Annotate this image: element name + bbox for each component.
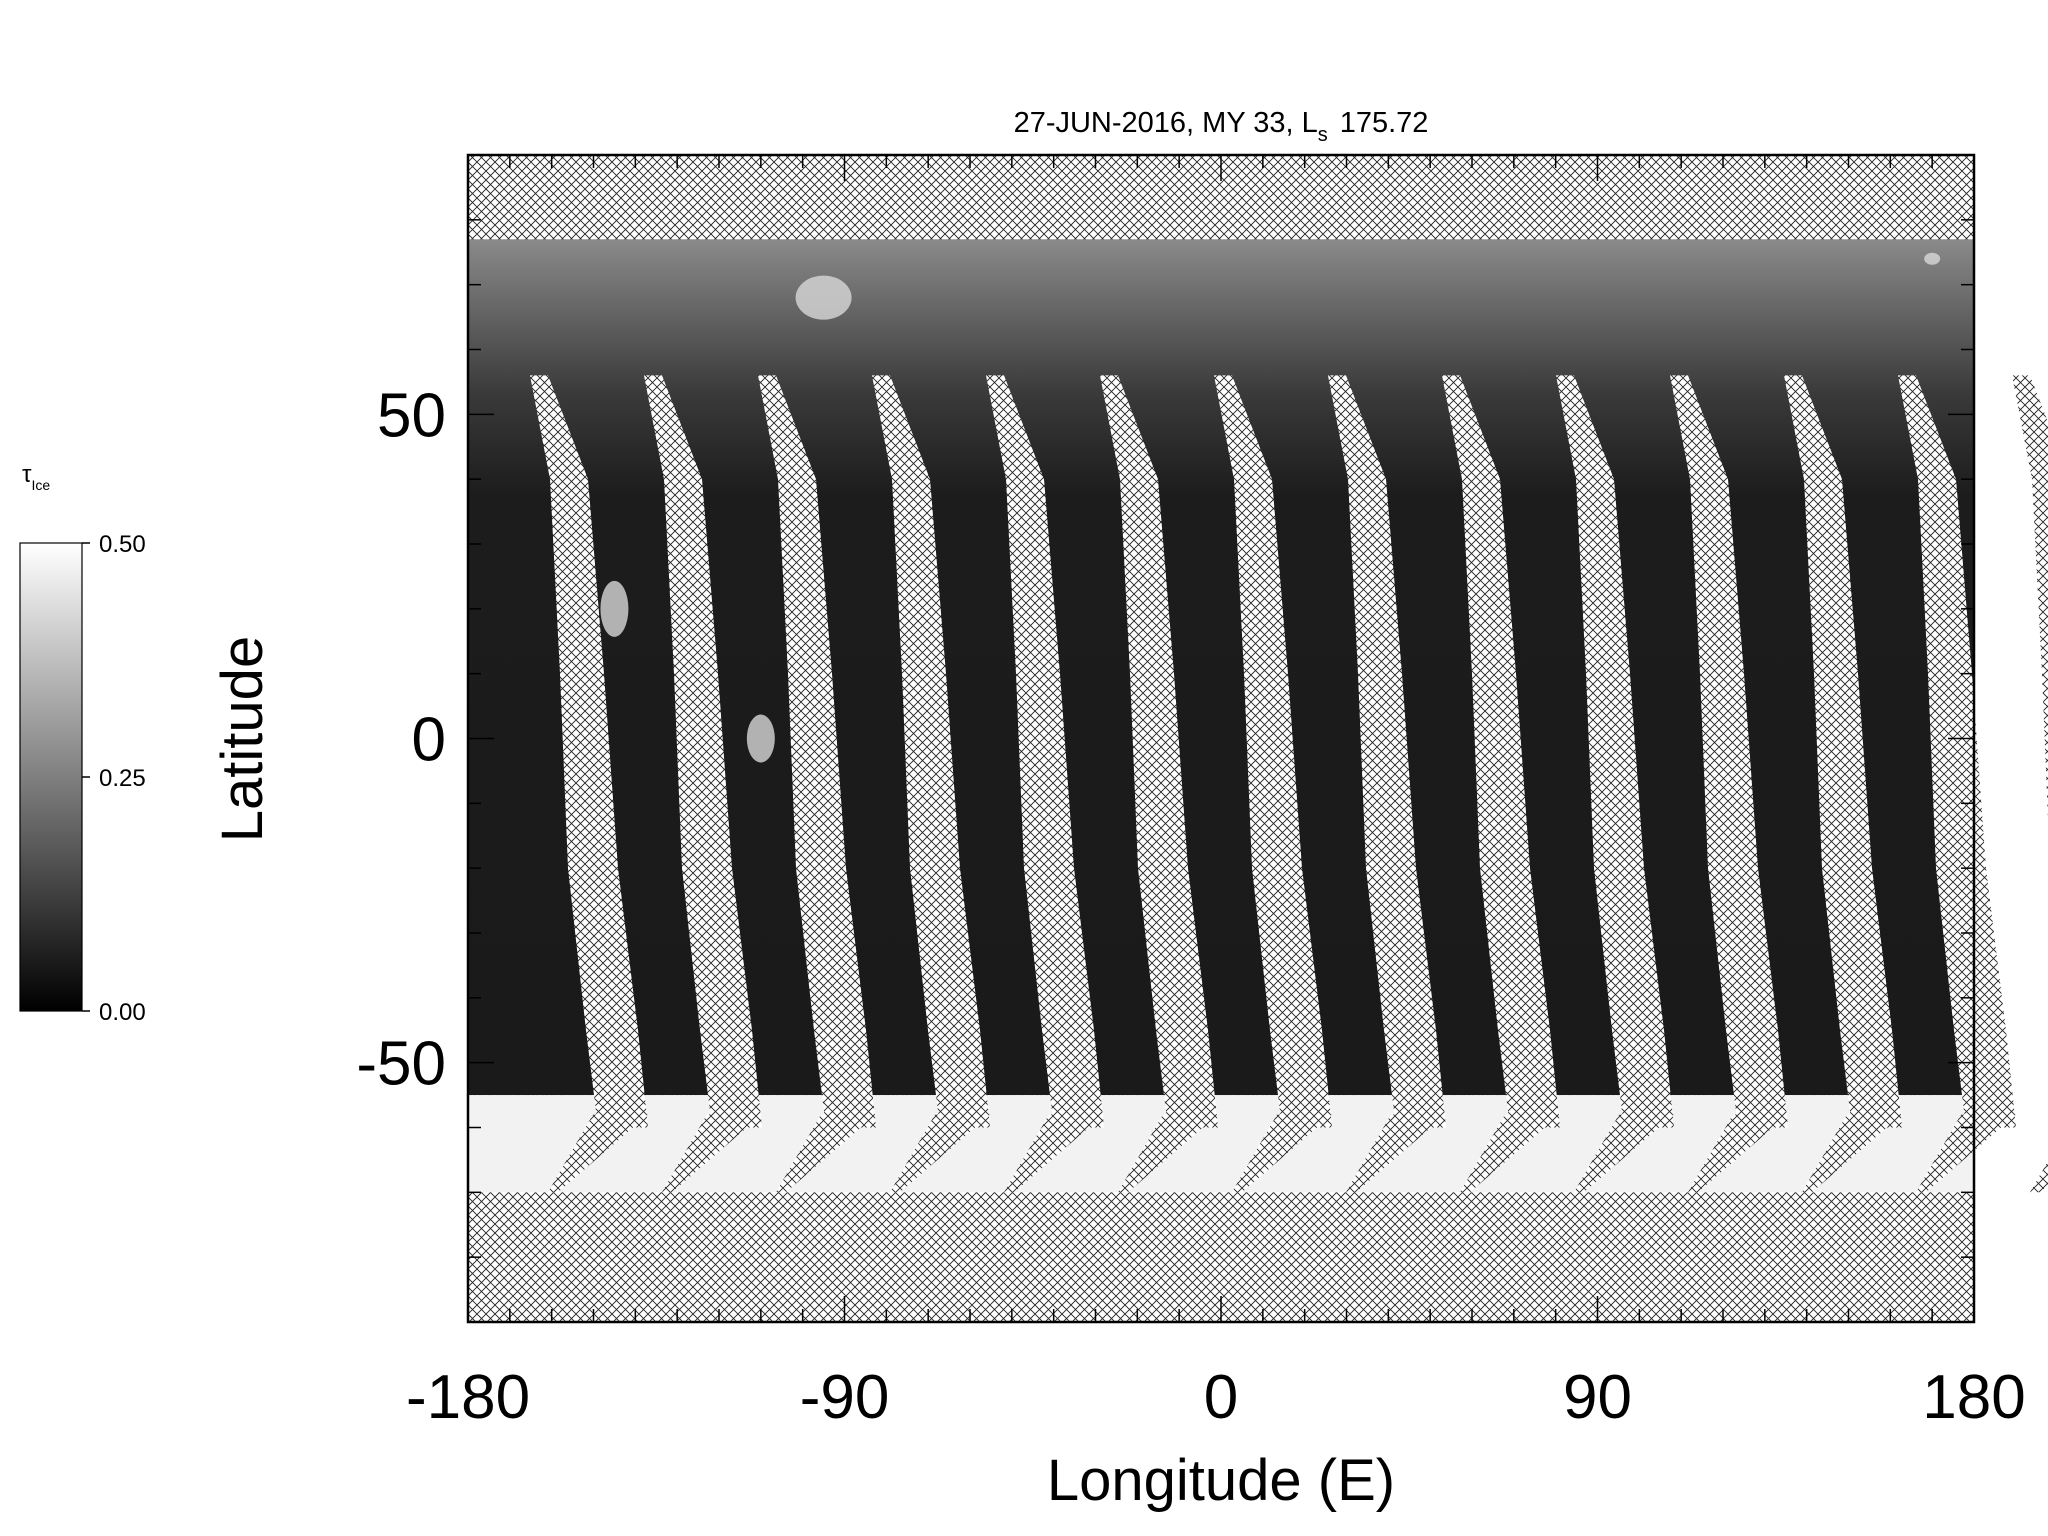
colorbar-label: τIce — [22, 461, 50, 493]
swath-gap — [1442, 375, 1560, 1128]
colorbar-tick-label: 0.25 — [99, 765, 146, 792]
swath-gap — [1346, 1114, 1446, 1193]
x-tick-label: 0 — [1204, 1363, 1238, 1432]
swath-gap — [776, 1114, 876, 1193]
x-axis-label: Longitude (E) — [1047, 1448, 1395, 1513]
x-tick-label: -90 — [800, 1363, 890, 1432]
swath-gap — [1232, 1114, 1332, 1193]
swath-gap — [1670, 375, 1788, 1128]
cloud — [1924, 252, 1941, 265]
cloud — [795, 275, 852, 320]
y-tick-label: 50 — [377, 381, 446, 450]
colorbar — [19, 542, 83, 1012]
y-tick-label: 0 — [412, 706, 446, 775]
x-tick-label: 90 — [1563, 1363, 1632, 1432]
x-tick-label: -180 — [406, 1363, 530, 1432]
swath-gap — [644, 375, 762, 1128]
swath-gap — [2030, 1161, 2048, 1193]
x-tick-label: 180 — [1922, 1363, 2025, 1432]
swath-gap — [662, 1114, 762, 1193]
swath-gap — [1688, 1114, 1788, 1193]
swath-gap — [758, 375, 876, 1128]
cloud — [746, 714, 775, 763]
swath-gap — [2012, 375, 2048, 820]
swath-gap — [548, 1114, 648, 1193]
swath-gap — [1460, 1114, 1560, 1193]
cloud — [600, 580, 629, 637]
swath-gap — [1118, 1114, 1218, 1193]
swath-gap — [1784, 375, 1902, 1128]
swath-gap — [1100, 375, 1218, 1128]
swath-gap — [872, 375, 990, 1128]
chart-title: 27-JUN-2016, MY 33, Ls 175.72 — [1014, 107, 1429, 146]
swath-gap — [1214, 375, 1332, 1128]
y-axis-label: Latitude — [210, 636, 275, 842]
swath-gap — [890, 1114, 990, 1193]
swath-gap — [1574, 1114, 1674, 1193]
swath-gap — [986, 375, 1104, 1128]
swath-gap — [1328, 375, 1446, 1128]
swath-gap — [1916, 1114, 2016, 1193]
swath-gap — [1556, 375, 1674, 1128]
swath-gap — [1898, 375, 2016, 1128]
swath-gap — [1004, 1114, 1104, 1193]
plot-area — [466, 153, 2048, 1324]
colorbar-tick-label: 0.50 — [99, 531, 146, 558]
y-tick-label: -50 — [356, 1030, 446, 1099]
swath-gap — [530, 375, 648, 1128]
swath-gap — [1802, 1114, 1902, 1193]
colorbar-tick-label: 0.00 — [99, 999, 146, 1026]
